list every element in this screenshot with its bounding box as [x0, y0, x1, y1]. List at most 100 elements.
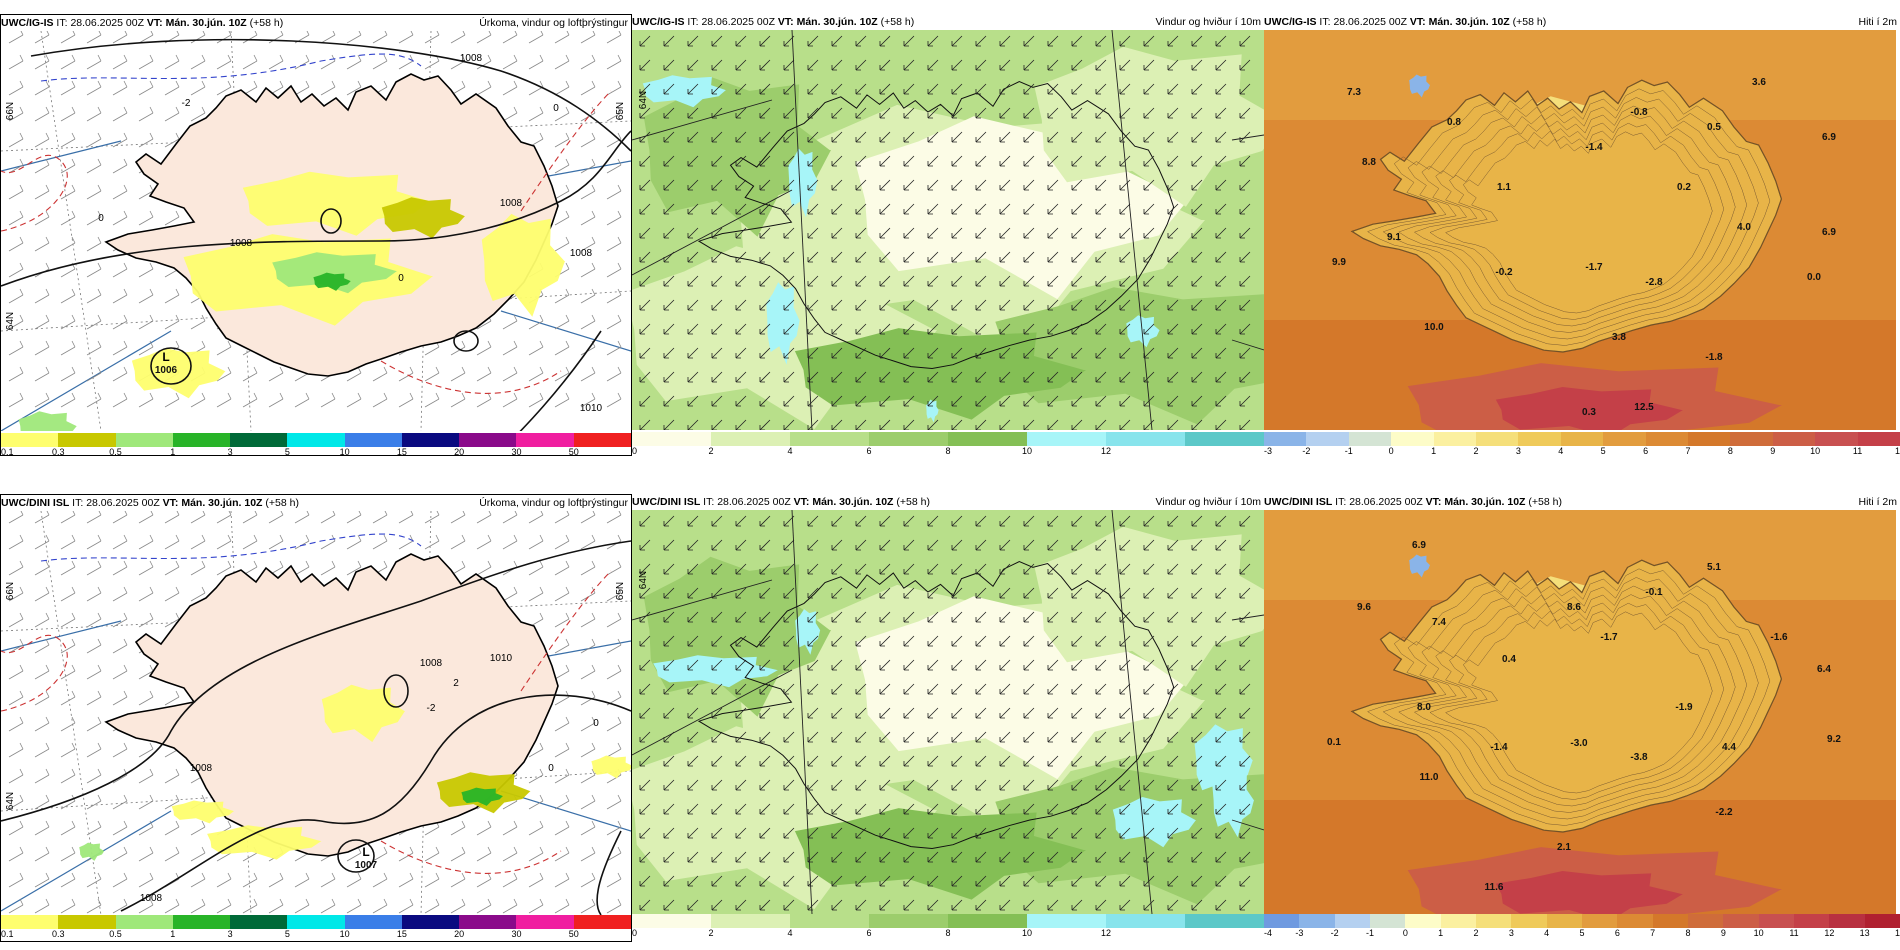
isobar-label: 1008 — [500, 198, 523, 209]
temperature-values: 6.9 5.1 9.6 8.6 -0.1 7.4 -1.7 -1.6 0.4 6.4 8.0 -1.9… — [1327, 540, 1841, 893]
low-pressure-label: L — [362, 845, 369, 859]
colorbar-swatch — [1433, 432, 1477, 446]
temperature-value: 11.6 — [1485, 882, 1504, 893]
strong-wind-area — [1194, 724, 1253, 803]
lat-lon-grid — [632, 510, 1264, 914]
temperature-values: 7.3 0.8 -0.8 3.6 8.8 -1.4 0.5 6.9 1.1 0.2 9.1 4.0 6.… — [1332, 77, 1836, 418]
colorbar-tick-label: 0.1 — [1, 447, 14, 457]
coastline — [697, 561, 1175, 850]
wind-colorbar-ticks: 0 2 4 6 8 10 12 — [632, 446, 1264, 458]
colorbar-tick-label: -1 — [1365, 928, 1375, 938]
lead-time: (+58 h) — [249, 17, 284, 29]
temperature-value: 2.1 — [1557, 842, 1571, 853]
panel-header: UWC/IG-IS IT: 28.06.2025 00Z VT: Mán. 30… — [1, 15, 631, 31]
temperature-value: 9.6 — [1357, 602, 1371, 613]
temperature-value: 12.5 — [1634, 402, 1654, 413]
colorbar-swatch — [632, 432, 711, 446]
coastline — [697, 81, 1175, 370]
panel-title: Hiti í 2m — [1858, 496, 1897, 508]
model-name: UWC/DINI ISL — [1264, 496, 1333, 508]
colorbar-tick-label: 7 — [1650, 928, 1656, 938]
colorbar-swatch — [1027, 914, 1106, 928]
colorbar-swatch — [1299, 914, 1335, 928]
precip-map: 1010 1008 1008 1008 2 -2 0 0 L 1007 66N 64N 65N — [1, 511, 631, 915]
wind-colorbar-ticks: 0 2 4 6 8 10 12 — [632, 928, 1264, 940]
colorbar-swatch — [948, 432, 1027, 446]
valid-time: VT: Mán. 30.jún. 10Z — [1425, 496, 1526, 508]
init-time: 28.06.2025 00Z — [86, 497, 160, 509]
temperature-value: -3.0 — [1570, 738, 1588, 749]
latitude-label: 64N — [638, 91, 649, 109]
colorbar-swatch — [1518, 432, 1561, 446]
temperature-value: 9.2 — [1827, 734, 1841, 745]
temperature-value: 8.8 — [1362, 157, 1376, 168]
precip-colorbar-ticks: 0.1 0.3 0.5 1 3 5 10 15 20 30 50 — [1, 447, 631, 459]
temperature-value: 9.9 — [1332, 257, 1346, 268]
colorbar-tick-label: 15 — [396, 447, 407, 457]
temperature-value: 9.1 — [1387, 232, 1401, 243]
colorbar-tick-label: 12 — [1100, 928, 1112, 938]
isobar-label: 1008 — [140, 893, 163, 904]
valid-time: VT: Mán. 30.jún. 10Z — [146, 17, 247, 29]
latitude-label: 66N — [5, 582, 16, 600]
init-time: 28.06.2025 00Z — [70, 17, 144, 29]
temperature-contour-label: -2 — [427, 703, 436, 714]
colorbar-tick-label: 6 — [866, 928, 872, 938]
temperature-contour-label: -2 — [182, 98, 191, 109]
temp-map: 7.3 0.8 -0.8 3.6 8.8 -1.4 0.5 6.9 1.1 0.2 9.1 4.0 6.… — [1264, 30, 1900, 430]
panel-header: UWC/DINI ISL IT: 28.06.2025 00Z VT: Mán.… — [1, 495, 631, 511]
valid-time: VT: Mán. 30.jún. 10Z — [793, 496, 894, 508]
init-time-prefix: IT: — [72, 497, 84, 509]
colorbar-tick-label: 10 — [1021, 446, 1033, 456]
colorbar-tick-label: 6 — [1614, 928, 1620, 938]
temperature-contours — [1, 533, 612, 874]
temperature-value: 6.9 — [1822, 227, 1836, 238]
colorbar-tick-label: 1 — [1431, 446, 1437, 456]
precip-panel-igis: UWC/IG-IS IT: 28.06.2025 00Z VT: Mán. 30… — [0, 14, 632, 459]
lead-time: (+58 h) — [896, 496, 930, 508]
model-name: UWC/IG-IS — [1264, 16, 1317, 28]
colorbar-tick-label: 4 — [1558, 446, 1564, 456]
colorbar-tick-label: 0 — [632, 446, 638, 456]
colorbar-swatch — [287, 915, 345, 929]
init-time-prefix: IT: — [687, 16, 699, 28]
temperature-contours — [1, 53, 612, 394]
isobars — [1, 540, 631, 915]
glacier-cold-area — [1409, 74, 1430, 98]
wind-speed-fields — [632, 526, 1264, 910]
isobar-label: 1008 — [230, 238, 253, 249]
temperature-value: 5.1 — [1707, 562, 1721, 573]
colorbar-tick-label: 7 — [1685, 446, 1691, 456]
colorbar-swatch — [1185, 432, 1264, 446]
colorbar-swatch — [1185, 914, 1264, 928]
temperature-value: 1.1 — [1497, 182, 1511, 193]
colorbar-tick-label: 8 — [1685, 928, 1691, 938]
strong-wind-area — [653, 655, 778, 688]
colorbar-tick-label: 9 — [1770, 446, 1776, 456]
colorbar-swatch — [1475, 914, 1512, 928]
temperature-contour-label: 0 — [548, 763, 554, 774]
colorbar-tick-label: 4 — [787, 446, 793, 456]
colorbar-tick-label: 3 — [1508, 928, 1514, 938]
panel-title: Úrkoma, vindur og loftþrýstingur — [479, 17, 628, 29]
temperature-contour-label: 0 — [98, 213, 104, 224]
colorbar-swatch — [1546, 914, 1582, 928]
wind-colorbar — [632, 914, 1264, 928]
valid-time: VT: Mán. 30.jún. 10Z — [162, 497, 263, 509]
model-name: UWC/DINI ISL — [1, 497, 70, 509]
temp-colorbar — [1264, 914, 1900, 928]
colorbar-tick-label: 8 — [945, 928, 951, 938]
temp-panel-dini: UWC/DINI ISL IT: 28.06.2025 00Z VT: Mán.… — [1264, 494, 1900, 942]
colorbar-tick-label: -3 — [1264, 446, 1273, 456]
temperature-value: 10.0 — [1424, 322, 1444, 333]
colorbar-tick-label: 12 — [1894, 446, 1900, 456]
colorbar-swatch — [1476, 432, 1519, 446]
init-time-prefix: IT: — [1335, 496, 1347, 508]
temperature-value: 0.5 — [1707, 122, 1721, 133]
colorbar-swatch — [1793, 914, 1830, 928]
temperature-value: -1.4 — [1585, 142, 1603, 153]
temp-colorbar-ticks: -4-3-2-101234567891011121314 — [1264, 928, 1900, 940]
colorbar-swatch — [1645, 432, 1689, 446]
colorbar-swatch — [1440, 914, 1476, 928]
